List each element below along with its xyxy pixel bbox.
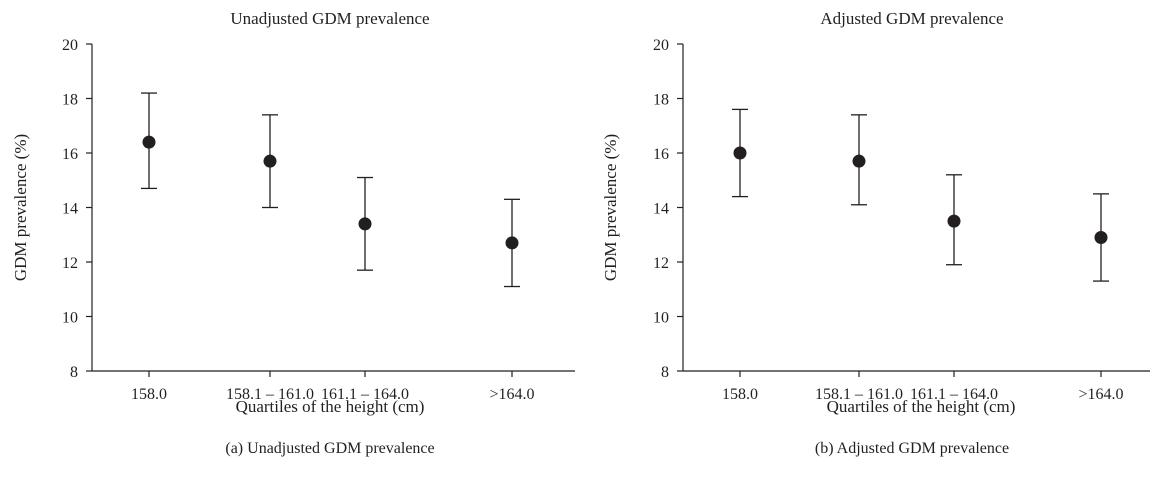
y-tick-label: 14 [653,201,669,218]
chart-title: Adjusted GDM prevalence [820,9,1003,28]
chart-title: Unadjusted GDM prevalence [230,9,429,28]
y-axis-label: GDM prevalence (%) [11,134,30,281]
x-tick-label: 158.1 – 161.0 [815,386,903,403]
y-tick-label: 10 [62,310,78,327]
y-tick-label: 14 [62,201,78,218]
y-tick-label: 12 [62,255,78,272]
y-tick-label: 16 [653,146,669,163]
x-axis-label: Quartiles of the height (cm) [236,397,425,416]
y-tick-label: 18 [62,92,78,109]
y-tick-label: 18 [653,92,669,109]
data-point [263,154,277,168]
data-point [142,135,156,149]
y-tick-label: 10 [653,310,669,327]
y-tick-label: 8 [70,364,78,381]
data-point [733,146,747,160]
x-tick-label: 161.1 – 164.0 [321,386,409,403]
x-tick-label: 161.1 – 164.0 [910,386,998,403]
x-tick-label: 158.0 [131,386,167,403]
y-tick-label: 20 [62,37,78,54]
data-point [947,214,961,228]
x-tick-label: 158.0 [722,386,758,403]
y-tick-label: 12 [653,255,669,272]
y-axis-label: GDM prevalence (%) [601,134,620,281]
panel-b: Adjusted GDM prevalence 8 10 12 14 16 18 20 158.… [601,9,1150,457]
panel-a: Unadjusted GDM prevalence 8 10 12 14 16 18 20 15… [11,9,575,457]
y-tick-label: 8 [661,364,669,381]
data-point [358,217,372,231]
data-point [505,236,519,250]
y-tick-label: 20 [653,37,669,54]
x-tick-label: 158.1 – 161.0 [226,386,314,403]
figure-caption: (b) Adjusted GDM prevalence [815,440,1009,457]
x-tick-label: >164.0 [489,386,534,403]
x-axis-label: Quartiles of the height (cm) [827,397,1016,416]
x-tick-label: >164.0 [1078,386,1123,403]
data-point [1094,230,1108,244]
data-point [852,154,866,168]
y-tick-label: 16 [62,146,78,163]
figure-caption: (a) Unadjusted GDM prevalence [225,440,434,457]
